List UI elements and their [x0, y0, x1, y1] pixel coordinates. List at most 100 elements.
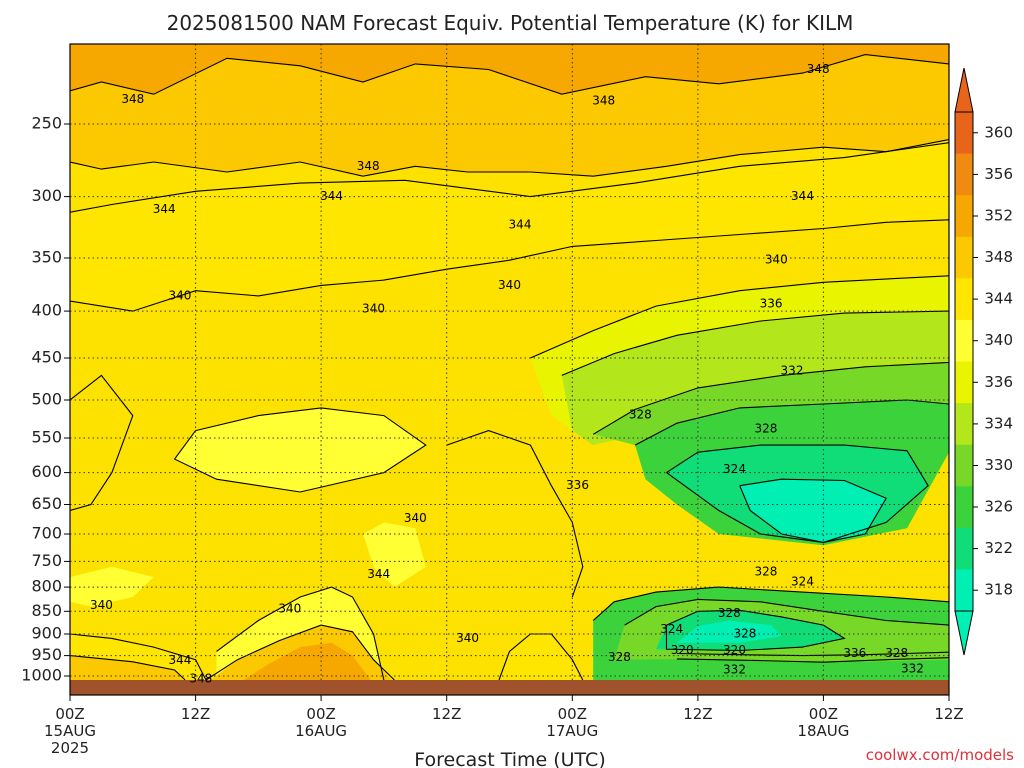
- colorbar-swatch: [955, 361, 973, 404]
- contour-fill-region: [739, 479, 887, 543]
- contour-label: 324: [791, 575, 814, 589]
- contour-line: [530, 275, 949, 359]
- x-tick-label: 00Z: [809, 705, 838, 723]
- x-tick-year: 2025: [51, 739, 89, 757]
- contour-line: [561, 310, 949, 376]
- y-tick-label: 350: [31, 248, 62, 267]
- contour-label: 348: [357, 159, 380, 173]
- contour-line: [498, 633, 584, 681]
- contour-fill-region: [676, 620, 782, 643]
- contour-label: 344: [320, 189, 343, 203]
- x-tick-label: 00Z: [558, 705, 587, 723]
- colorbar-label: 344: [984, 290, 1013, 308]
- contour-fill-region: [363, 522, 426, 588]
- y-tick-label: 800: [31, 577, 62, 596]
- contour-label: 340: [278, 601, 301, 615]
- plot-frame: [69, 43, 950, 696]
- contour-line: [70, 142, 949, 213]
- colorbar-under-triangle: [954, 610, 974, 656]
- contour-label: 332: [723, 663, 746, 677]
- y-tick-label: 550: [31, 428, 62, 447]
- colorbar-label: 326: [984, 498, 1013, 516]
- contour-line: [634, 399, 949, 446]
- x-tick-date: 16AUG: [295, 722, 347, 740]
- colorbar-swatch: [955, 153, 973, 196]
- y-tick-label: 300: [31, 186, 62, 205]
- contour-label: 348: [189, 671, 212, 685]
- colorbar-label: 336: [984, 373, 1013, 391]
- y-tick-label: 650: [31, 494, 62, 513]
- contour-fill-region: [70, 655, 186, 684]
- y-tick-label: 400: [31, 301, 62, 320]
- colorbar-label: 356: [984, 165, 1013, 183]
- contour-line: [592, 361, 949, 435]
- x-axis-label: Forecast Time (UTC): [414, 749, 605, 768]
- colorbar-frame: [954, 111, 974, 612]
- contour-label: 336: [843, 646, 866, 660]
- x-tick-date: 18AUG: [797, 722, 849, 740]
- contour-label: 328: [608, 650, 631, 664]
- contour-label: 328: [733, 627, 756, 641]
- y-tick-label: 700: [31, 524, 62, 543]
- contour-line: [173, 407, 427, 493]
- x-tick-label: 12Z: [934, 705, 963, 723]
- y-tick-label: 600: [31, 462, 62, 481]
- colorbar-label: 340: [984, 331, 1013, 349]
- colorbar-swatch: [955, 486, 973, 529]
- contour-label: 332: [781, 364, 804, 378]
- x-tick-label: 12Z: [683, 705, 712, 723]
- terrain-bar: [70, 680, 949, 695]
- contour-label: 344: [791, 189, 814, 203]
- contour-fill-region: [70, 44, 949, 95]
- contour-line: [70, 374, 134, 512]
- contour-line: [70, 633, 207, 681]
- y-tick-label: 950: [31, 645, 62, 664]
- contour-label: 332: [901, 661, 924, 675]
- contour-line: [666, 444, 929, 543]
- contour-fill-region: [70, 142, 949, 312]
- y-tick-label: 900: [31, 624, 62, 643]
- contour-line: [624, 598, 949, 626]
- contour-label: 336: [566, 478, 589, 492]
- colorbar-swatch: [955, 319, 973, 362]
- y-tick-label: 450: [31, 348, 62, 367]
- y-tick-label: 850: [31, 601, 62, 620]
- contour-label: 340: [168, 288, 191, 302]
- contour-labels: 348 348 348 348 344 344 344 344 340 340 340 340 336 3…: [90, 62, 924, 685]
- contour-label: 340: [765, 253, 788, 267]
- colorbar-label: 352: [984, 207, 1013, 225]
- colorbar-over-triangle: [954, 67, 974, 113]
- y-tick-label: 500: [31, 390, 62, 409]
- contour-label: 324: [723, 462, 746, 476]
- contour-label: 344: [367, 567, 390, 581]
- contour-label: 340: [404, 511, 427, 525]
- colorbar-swatch: [955, 236, 973, 279]
- colorbar-label: 322: [984, 539, 1013, 557]
- contour-label: 328: [754, 422, 777, 436]
- contour-fill-region: [174, 407, 426, 492]
- contour-label: 348: [592, 94, 615, 108]
- colorbar-label: 360: [984, 123, 1013, 141]
- contour-label: 348: [807, 62, 830, 76]
- colorbar-swatch: [955, 278, 973, 321]
- contour-label: 340: [498, 278, 521, 292]
- contour-label: 336: [760, 297, 783, 311]
- contour-label: 328: [629, 407, 652, 421]
- contour-line: [739, 478, 887, 543]
- colorbar: 360 356 352 348 344 340 336 334 330 326 322 318: [954, 67, 1013, 656]
- x-tick-label: 12Z: [432, 705, 461, 723]
- contour-label: 340: [362, 302, 385, 316]
- colorbar-swatch: [955, 527, 973, 570]
- contour-label: 324: [660, 622, 683, 636]
- plot-area: [70, 44, 949, 695]
- contour-label: 328: [754, 564, 777, 578]
- x-tick-label: 00Z: [306, 705, 335, 723]
- x-tick-date: 17AUG: [546, 722, 598, 740]
- contour-line: [70, 655, 186, 681]
- contour-label: 340: [90, 598, 113, 612]
- contour-label: 344: [153, 202, 176, 216]
- contour-label: 328: [885, 646, 908, 660]
- y-tick-label: 750: [31, 551, 62, 570]
